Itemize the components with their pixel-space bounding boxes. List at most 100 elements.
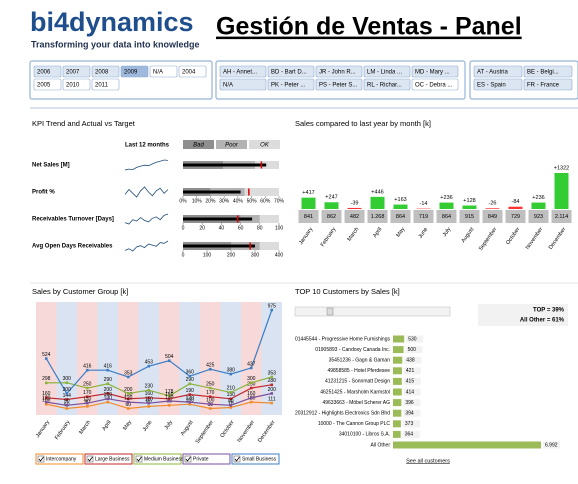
- legend-label[interactable]: Small Business: [242, 456, 277, 462]
- link[interactable]: See all customers: [406, 458, 450, 464]
- slicer-label[interactable]: 2006: [37, 69, 51, 75]
- slicer-button[interactable]: [91, 78, 120, 91]
- slicer-label[interactable]: LM - Linda ...: [367, 69, 402, 75]
- value-box: [551, 210, 572, 223]
- x-tick-label: November: [525, 226, 545, 250]
- slicer-label[interactable]: 2010: [66, 82, 80, 88]
- slicer-button[interactable]: [62, 78, 91, 91]
- legend-label[interactable]: Intercompany: [46, 456, 77, 462]
- change-label: +446: [371, 189, 383, 195]
- x-tick-label: October: [219, 419, 235, 439]
- sparkline: [124, 240, 169, 252]
- range-key: [216, 140, 247, 149]
- slicer-button[interactable]: [473, 78, 523, 91]
- legend-check[interactable]: [86, 455, 94, 463]
- slicer-label[interactable]: RL - Richar...: [367, 82, 402, 88]
- slicer-label[interactable]: AH - Annet...: [223, 69, 257, 75]
- point: [65, 381, 69, 384]
- data-label: 90: [228, 399, 234, 405]
- data-label: 298: [42, 376, 51, 382]
- change-bar: [324, 202, 339, 209]
- slicer-button[interactable]: [33, 65, 62, 78]
- slicer-button[interactable]: [315, 78, 363, 91]
- bar: [393, 346, 404, 354]
- slicer-button[interactable]: [523, 78, 573, 91]
- data-label: 170: [83, 390, 92, 396]
- slicer-label[interactable]: N/A: [223, 82, 233, 88]
- legend-box[interactable]: [84, 453, 133, 465]
- slicer-button[interactable]: [33, 78, 62, 91]
- label-bg: [406, 335, 424, 343]
- slicer-label[interactable]: BE - Belgi...: [527, 69, 559, 75]
- point: [229, 404, 233, 407]
- slicer-button[interactable]: [219, 78, 267, 91]
- slicer-button[interactable]: [149, 65, 178, 78]
- slicer-label[interactable]: BD - Bart D...: [271, 69, 307, 75]
- legend-label[interactable]: Medium Business: [144, 456, 184, 462]
- slicer-label[interactable]: 2011: [95, 82, 109, 88]
- point: [167, 397, 171, 401]
- slicer-button[interactable]: [315, 65, 363, 78]
- slicer-button[interactable]: [411, 65, 459, 78]
- legend-label[interactable]: Private: [193, 456, 209, 462]
- legend-check[interactable]: [37, 455, 45, 463]
- change-bar: [508, 206, 523, 209]
- point: [44, 357, 48, 360]
- x-tick-label: 20%: [205, 198, 216, 204]
- slicer-label[interactable]: ES - Spain: [477, 82, 506, 88]
- slicer-button[interactable]: [267, 65, 315, 78]
- slicer-button[interactable]: [523, 65, 573, 78]
- legend-label[interactable]: Large Business: [95, 456, 130, 462]
- legend-check[interactable]: [135, 455, 143, 463]
- range-label: Bad: [193, 143, 204, 149]
- slicer-label[interactable]: N/A: [153, 69, 163, 75]
- slicer-label[interactable]: PS - Peter S...: [319, 82, 358, 88]
- point: [167, 399, 171, 403]
- slicer-button[interactable]: [120, 65, 149, 78]
- legend-check[interactable]: [184, 455, 192, 463]
- legend-check[interactable]: [233, 455, 241, 463]
- slicer-button[interactable]: [62, 65, 91, 78]
- stripe: [138, 302, 159, 415]
- slicer-label[interactable]: 2004: [182, 69, 196, 75]
- slicer-button[interactable]: [363, 65, 411, 78]
- scroll-thumb[interactable]: [326, 307, 334, 316]
- legend-box[interactable]: [133, 453, 182, 465]
- point: [270, 308, 274, 312]
- slicer-label[interactable]: 2007: [66, 69, 80, 75]
- slicer-button[interactable]: [267, 78, 315, 91]
- slicer-label[interactable]: FR - France: [527, 82, 560, 88]
- slicer-label[interactable]: 2009: [124, 69, 138, 75]
- x-tick-label: 0: [182, 225, 185, 231]
- value-label: 864: [442, 214, 451, 220]
- slicer-button[interactable]: [219, 65, 267, 78]
- customer-name: All Other: [371, 442, 391, 448]
- slicer-label[interactable]: AT - Austria: [477, 69, 508, 75]
- x-tick-label: July: [164, 419, 175, 431]
- slicer-label[interactable]: MD - Mary ...: [415, 69, 450, 75]
- value-label: 729: [511, 214, 520, 220]
- slicer-label[interactable]: PK - Peter ...: [271, 82, 306, 88]
- change-label: -39: [351, 200, 359, 206]
- legend-box[interactable]: [231, 453, 280, 465]
- range-label: OK: [260, 143, 270, 149]
- slicer-label[interactable]: OC - Debra ...: [415, 82, 453, 88]
- slicer-button[interactable]: [178, 65, 207, 78]
- customer-name: 34010100 - Libros S.A.: [339, 432, 390, 438]
- legend-box[interactable]: [182, 453, 231, 465]
- slicer-button[interactable]: [473, 65, 523, 78]
- data-label: 290: [186, 377, 195, 383]
- x-tick-label: 60: [238, 225, 244, 231]
- label-bg: [402, 430, 420, 438]
- slicer-label[interactable]: 2008: [95, 69, 109, 75]
- slicer-label[interactable]: 2005: [37, 82, 51, 88]
- slicer-button[interactable]: [91, 65, 120, 78]
- x-tick-label: August: [461, 226, 476, 244]
- slicer-button[interactable]: [411, 78, 459, 91]
- scrollbar[interactable]: [294, 306, 451, 317]
- slicer-button[interactable]: [363, 78, 411, 91]
- legend-box[interactable]: [35, 453, 84, 465]
- range-key: [249, 140, 280, 149]
- slicer-label[interactable]: JR - John R...: [319, 69, 356, 75]
- change-label: -14: [420, 201, 428, 207]
